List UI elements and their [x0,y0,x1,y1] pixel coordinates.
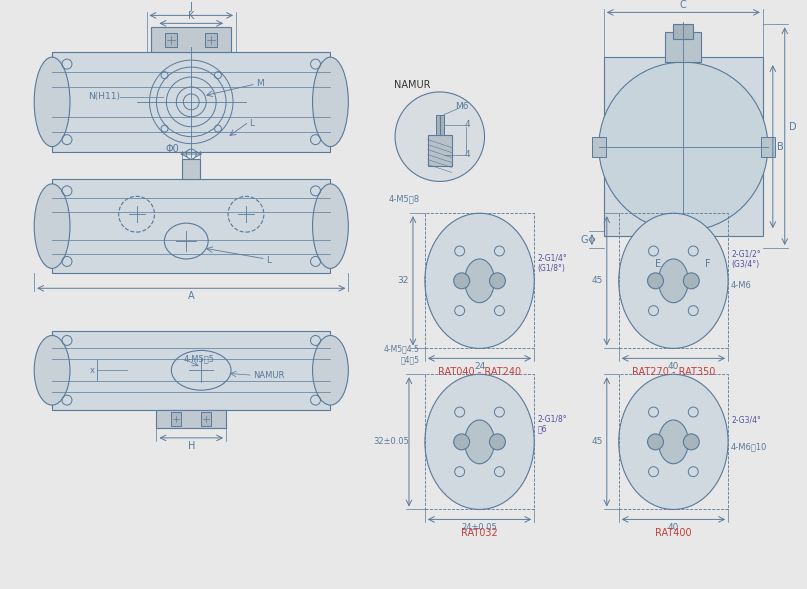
Bar [592,137,606,157]
Text: RAT040 - RAT240: RAT040 - RAT240 [438,368,521,378]
Ellipse shape [424,374,534,509]
Ellipse shape [619,213,728,349]
Text: 4-M6: 4-M6 [731,282,752,290]
Text: 4-M5淸8: 4-M5淸8 [389,195,420,204]
Bar [152,27,231,52]
Bar [666,32,701,62]
Ellipse shape [659,420,688,464]
Text: 45: 45 [592,276,603,285]
Text: E: E [655,259,662,269]
Text: 24: 24 [474,362,485,371]
Bar [436,115,444,135]
Ellipse shape [465,259,495,303]
Text: L: L [266,256,271,266]
Ellipse shape [34,336,70,405]
Text: x: x [90,366,94,375]
Text: 4-M5淸5: 4-M5淸5 [183,354,215,363]
Text: F: F [705,259,711,269]
Circle shape [599,62,767,231]
Bar [52,330,330,410]
Text: 24±0.05: 24±0.05 [462,523,497,532]
Text: 4-M5淸4.5
嬅4淸5: 4-M5淸4.5 嬅4淸5 [384,345,420,364]
Bar [663,234,703,248]
Circle shape [454,273,470,289]
Bar [52,52,330,151]
Text: 32: 32 [397,276,408,285]
Circle shape [490,273,505,289]
Ellipse shape [312,336,349,405]
Text: L: L [249,119,254,128]
Ellipse shape [312,57,349,147]
Text: N(H11): N(H11) [88,92,119,101]
Text: 2-G3/4°: 2-G3/4° [731,415,761,425]
Text: RAT400: RAT400 [655,528,692,538]
Text: 40: 40 [667,523,679,532]
Text: NAMUR: NAMUR [253,370,284,380]
Text: A: A [188,291,194,301]
Text: J: J [190,2,193,12]
Circle shape [490,434,505,450]
Ellipse shape [34,184,70,269]
Ellipse shape [619,374,728,509]
Bar [165,34,178,47]
Ellipse shape [659,259,688,303]
Text: RAT032: RAT032 [461,528,498,538]
Bar [604,57,763,236]
Bar [157,410,226,428]
Text: 2-G1/2°
(G3/4°): 2-G1/2° (G3/4°) [731,249,761,269]
Bar [424,374,534,509]
Bar [182,159,200,179]
Text: D: D [789,122,797,132]
Text: 2-G1/4°
(G1/8°): 2-G1/4° (G1/8°) [537,253,567,273]
Text: M6: M6 [455,102,468,111]
Text: Φ0: Φ0 [165,144,179,154]
Circle shape [684,434,699,450]
Bar [428,135,452,167]
Text: K: K [188,11,194,21]
Bar [673,24,693,39]
Text: 45: 45 [592,438,603,446]
Bar [205,34,217,47]
Bar [201,412,211,426]
Text: NAMUR: NAMUR [394,80,430,90]
Bar [52,179,330,273]
Bar [424,213,534,349]
Ellipse shape [465,420,495,464]
Text: M: M [256,80,264,88]
Text: B: B [777,141,784,151]
Bar [171,412,182,426]
Circle shape [454,434,470,450]
Circle shape [647,434,663,450]
Text: C: C [680,1,687,11]
Text: 4-M6淸10: 4-M6淸10 [731,442,767,451]
Text: 40: 40 [667,362,679,371]
Circle shape [395,92,484,181]
Text: G: G [580,235,587,245]
Bar [761,137,775,157]
Text: 32±0.05: 32±0.05 [373,438,409,446]
Ellipse shape [312,184,349,269]
Text: RAT270 - RAT350: RAT270 - RAT350 [632,368,715,378]
Ellipse shape [424,213,534,349]
Circle shape [684,273,699,289]
Bar [619,374,728,509]
Text: 4: 4 [465,150,470,159]
Text: H: H [187,441,195,451]
Text: 2-G1/8°
淸6: 2-G1/8° 淸6 [537,414,567,434]
Circle shape [647,273,663,289]
Text: 4: 4 [465,120,470,129]
Bar [619,213,728,349]
Ellipse shape [34,57,70,147]
